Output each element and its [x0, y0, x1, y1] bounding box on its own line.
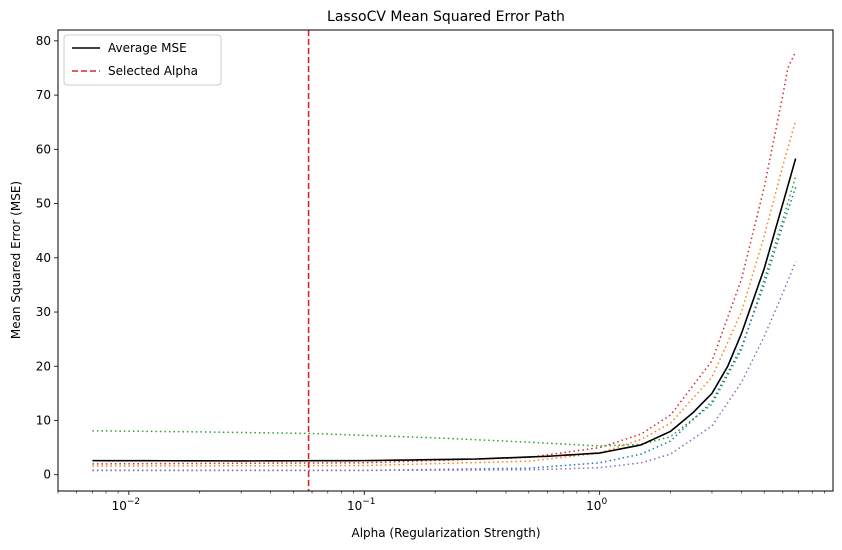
y-tick-label: 40 — [36, 251, 51, 265]
series-fold-line-1 — [92, 51, 797, 465]
series-layer — [92, 51, 797, 472]
y-axis-label: Mean Squared Error (MSE) — [9, 181, 23, 339]
y-tick-label: 10 — [36, 413, 51, 427]
x-tick-label: 100 — [586, 497, 607, 513]
chart-title: LassoCV Mean Squared Error Path — [327, 9, 565, 25]
legend-frame — [63, 34, 222, 86]
series-average-mse-line — [92, 158, 797, 462]
y-axis-ticks: 0 10 20 30 40 50 60 70 80 — [36, 34, 58, 482]
y-tick-label: 60 — [36, 142, 51, 156]
y-tick-label: 80 — [36, 34, 51, 48]
x-axis-ticks: 10−2 10−1 100 — [57, 491, 825, 513]
y-tick-label: 30 — [36, 305, 51, 319]
x-tick-label: 10−1 — [347, 497, 376, 513]
x-tick-label: 10−2 — [112, 497, 141, 513]
y-tick-label: 70 — [36, 88, 51, 102]
y-tick-label: 50 — [36, 197, 51, 211]
plot-frame — [57, 29, 834, 492]
legend-selected-label: Selected Alpha — [108, 64, 198, 78]
series-fold-line-4 — [92, 187, 797, 472]
series-fold-line-2 — [92, 120, 797, 467]
series-fold-line-3 — [92, 176, 797, 447]
legend-average-label: Average MSE — [108, 41, 187, 55]
series-fold-line-5 — [92, 261, 797, 472]
y-tick-label: 20 — [36, 359, 51, 373]
legend: Average MSE Selected Alpha — [63, 34, 222, 86]
x-axis-label: Alpha (Regularization Strength) — [351, 526, 540, 540]
y-tick-label: 0 — [43, 468, 51, 482]
